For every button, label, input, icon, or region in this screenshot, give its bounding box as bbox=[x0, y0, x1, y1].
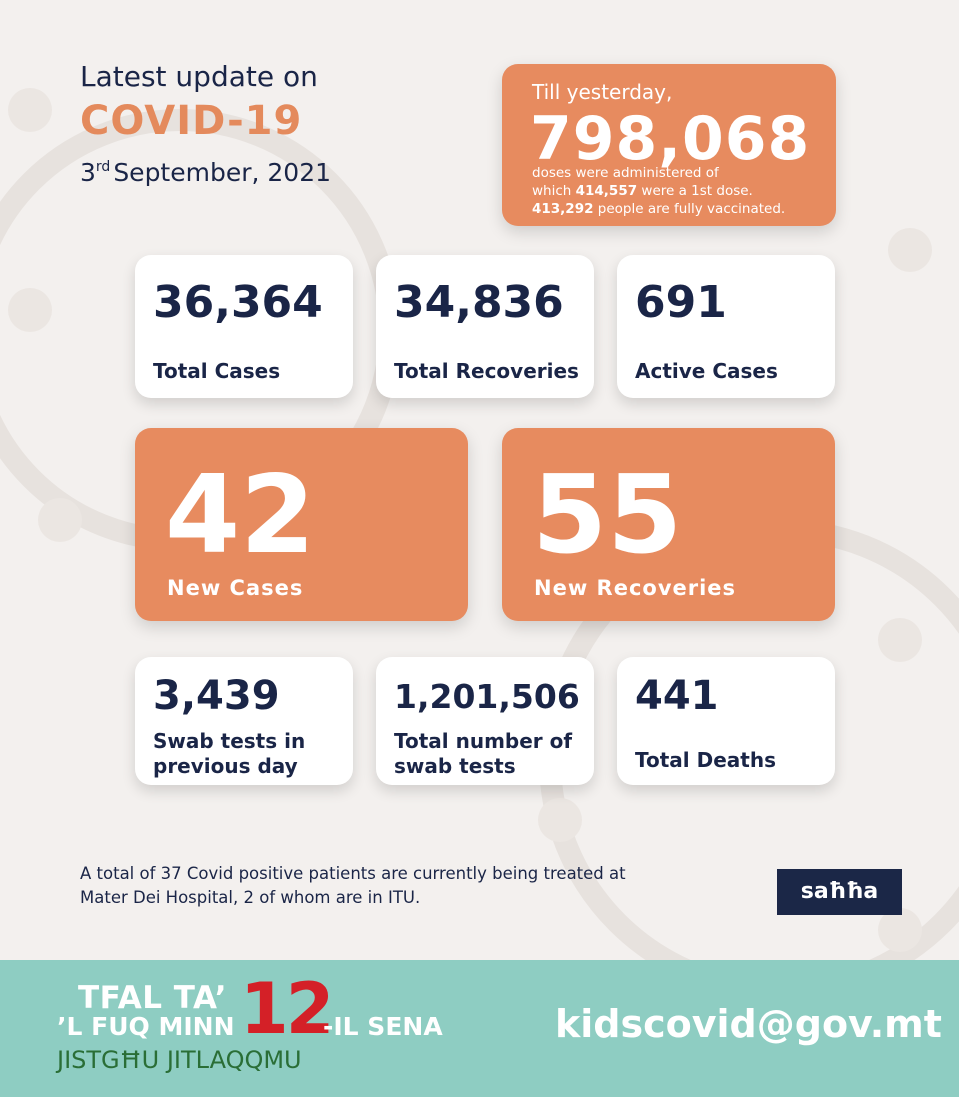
total-recoveries-value: 34,836 bbox=[394, 277, 564, 328]
banner-line1: TFAL TA’ bbox=[78, 980, 227, 1016]
total-recoveries-label: Total Recoveries bbox=[394, 359, 579, 383]
banner-line2: ’L FUQ MINN bbox=[57, 1012, 235, 1041]
new-recoveries-card: 55 New Recoveries bbox=[502, 428, 835, 621]
active-cases-value: 691 bbox=[635, 277, 727, 328]
update-date: 3rd September, 2021 bbox=[80, 158, 331, 187]
vaccination-label: Till yesterday, bbox=[532, 80, 673, 104]
new-recoveries-label: New Recoveries bbox=[534, 576, 737, 600]
date-suffix: rd bbox=[95, 159, 111, 175]
swab-tests-label-line2: previous day bbox=[153, 754, 298, 778]
new-cases-value: 42 bbox=[165, 453, 316, 578]
footnote-line2: Mater Dei Hospital, 2 of whom are in ITU… bbox=[80, 888, 421, 907]
active-cases-label: Active Cases bbox=[635, 359, 778, 383]
banner-age-suffix: -IL SENA bbox=[323, 1012, 443, 1041]
vaccination-banner: TFAL TA’ ’L FUQ MINN 12 -IL SENA JISTGĦU… bbox=[0, 960, 959, 1097]
swab-tests-label-line1: Swab tests in bbox=[153, 729, 306, 753]
vaccination-first-dose-line: which 414,557 were a 1st dose. bbox=[532, 182, 785, 200]
footnote-line1: A total of 37 Covid positive patients ar… bbox=[80, 864, 626, 883]
vaccination-text-c: were a 1st dose. bbox=[637, 183, 753, 199]
date-day: 3 bbox=[80, 158, 96, 187]
new-recoveries-value: 55 bbox=[532, 453, 683, 578]
new-cases-card: 42 New Cases bbox=[135, 428, 468, 621]
first-doses-value: 414,557 bbox=[575, 183, 638, 199]
vaccination-fully-line: 413,292 people are fully vaccinated. bbox=[532, 200, 785, 218]
hospital-footnote: A total of 37 Covid positive patients ar… bbox=[80, 862, 626, 910]
stat-card-active-cases: 691 Active Cases bbox=[617, 255, 835, 398]
vaccination-card: Till yesterday, 798,068 doses were admin… bbox=[502, 64, 836, 226]
stat-card-total-recoveries: 34,836 Total Recoveries bbox=[376, 255, 594, 398]
total-swab-tests-label-line2: swab tests bbox=[394, 754, 516, 778]
total-deaths-value: 441 bbox=[635, 673, 719, 719]
vaccination-text-d: people are fully vaccinated. bbox=[593, 201, 786, 217]
total-cases-value: 36,364 bbox=[153, 277, 323, 328]
stat-card-total-cases: 36,364 Total Cases bbox=[135, 255, 353, 398]
banner-age-number: 12 bbox=[240, 968, 334, 1050]
date-rest: September, 2021 bbox=[113, 158, 332, 187]
total-swab-tests-label-line1: Total number of bbox=[394, 729, 573, 753]
swab-tests-previous-day-value: 3,439 bbox=[153, 673, 280, 719]
vaccination-text-a: doses were administered of bbox=[532, 165, 719, 181]
header-title: Latest update on bbox=[80, 60, 318, 93]
total-cases-label: Total Cases bbox=[153, 359, 281, 383]
total-swab-tests-value: 1,201,506 bbox=[394, 677, 580, 716]
stat-card-swab-tests-previous-day: 3,439 Swab tests in previous day bbox=[135, 657, 353, 785]
new-cases-label: New Cases bbox=[167, 576, 304, 600]
contact-email[interactable]: kidscovid@gov.mt bbox=[555, 1002, 942, 1046]
total-swab-tests-label: Total number of swab tests bbox=[394, 729, 572, 779]
header-covid-title: COVID-19 bbox=[80, 98, 303, 144]
stat-card-total-swab-tests: 1,201,506 Total number of swab tests bbox=[376, 657, 594, 785]
vaccination-total-doses: 798,068 bbox=[530, 104, 811, 174]
stat-card-total-deaths: 441 Total Deaths bbox=[617, 657, 835, 785]
swab-tests-previous-day-label: Swab tests in previous day bbox=[153, 729, 305, 779]
banner-line3: JISTGĦU JITLAQQMU bbox=[57, 1046, 302, 1074]
total-deaths-label: Total Deaths bbox=[635, 748, 776, 772]
vaccination-details: doses were administered of which 414,557… bbox=[532, 164, 785, 218]
sahha-logo: saħħa bbox=[777, 869, 902, 915]
fully-vaccinated-value: 413,292 bbox=[532, 201, 594, 217]
vaccination-text-b: which bbox=[532, 183, 576, 199]
